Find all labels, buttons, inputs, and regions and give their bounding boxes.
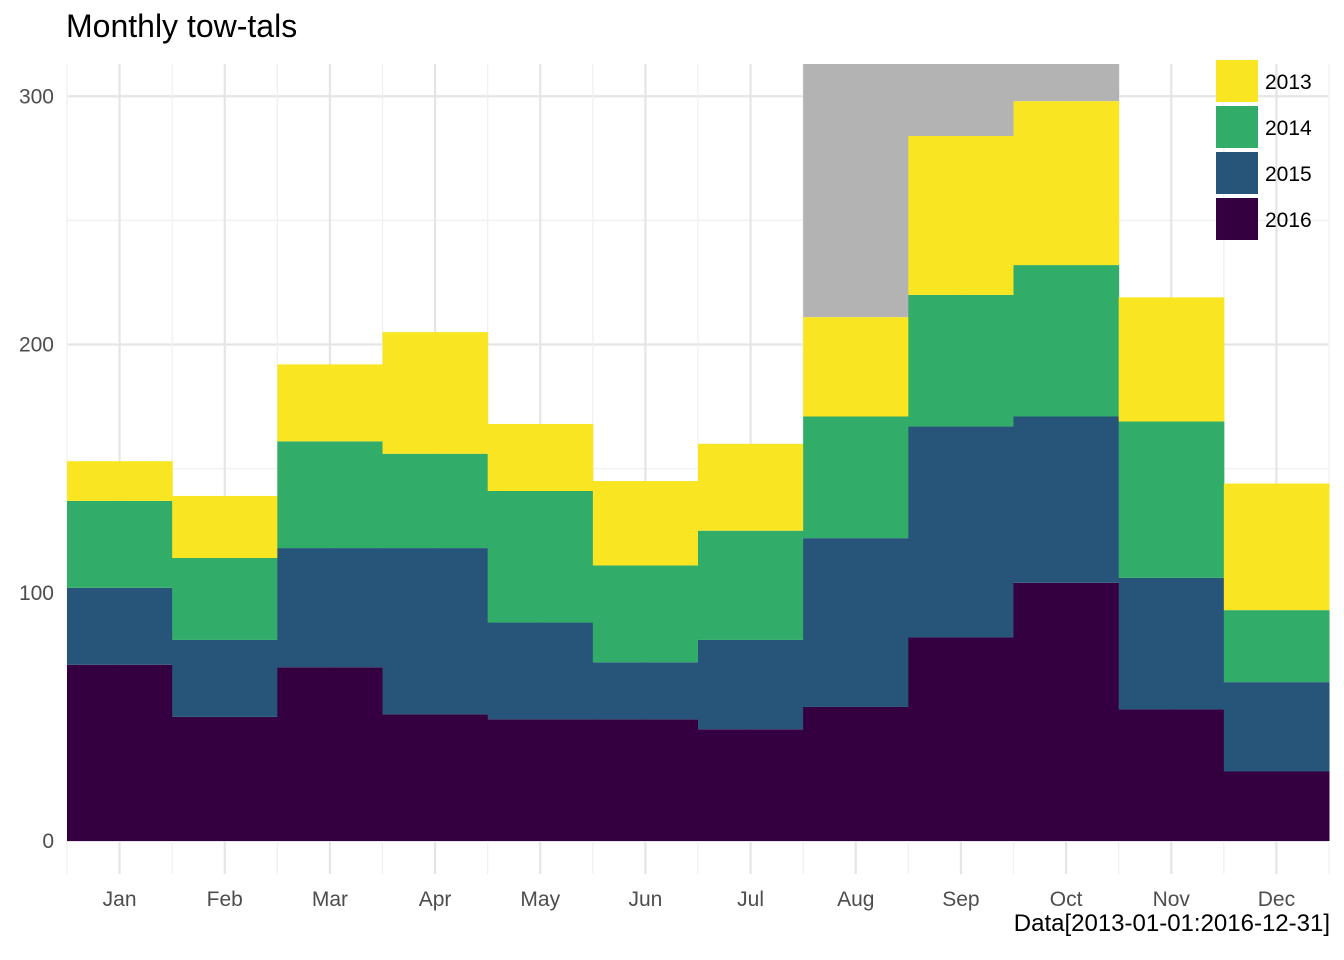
bar-nov-2014 — [1118, 421, 1225, 578]
bar-aug-2014 — [803, 416, 909, 539]
x-tick-label: Jul — [737, 888, 764, 911]
bar-feb-2013 — [172, 495, 278, 559]
bar-jan-2015 — [67, 587, 173, 665]
y-tick-label: 100 — [19, 582, 54, 605]
bar-may-2014 — [487, 490, 594, 623]
bar-sep-2016 — [908, 637, 1014, 841]
legend: 2013 2014 2015 2016 — [1216, 60, 1312, 240]
bar-jul-2013 — [698, 443, 804, 531]
x-tick-label: Jan — [103, 888, 137, 911]
bar-nov-2015 — [1118, 577, 1225, 710]
legend-swatch-2016 — [1216, 198, 1258, 240]
bar-dec-2013 — [1223, 483, 1330, 611]
bar-apr-2013 — [382, 332, 489, 454]
bar-dec-2016 — [1223, 771, 1330, 841]
y-tick-label: 0 — [42, 830, 54, 853]
x-tick-label: Dec — [1258, 888, 1295, 911]
shade-aug — [803, 64, 909, 318]
bar-jun-2013 — [592, 481, 699, 566]
shade-sep — [908, 64, 1014, 136]
x-tick-label: Mar — [312, 888, 348, 911]
bar-dec-2014 — [1223, 610, 1330, 683]
bar-sep-2014 — [908, 294, 1014, 427]
bar-jan-2014 — [67, 500, 173, 588]
bar-may-2015 — [487, 622, 594, 720]
x-tick-label: Jun — [628, 888, 662, 911]
bar-jul-2014 — [698, 530, 804, 640]
bars — [67, 101, 1330, 841]
bar-feb-2014 — [172, 558, 278, 640]
bar-may-2013 — [487, 423, 594, 491]
x-tick-label: Apr — [419, 888, 452, 911]
bar-mar-2014 — [277, 441, 383, 549]
bar-may-2016 — [487, 719, 594, 841]
chart-title: Monthly tow-tals — [66, 8, 298, 44]
x-tick-label: May — [520, 888, 560, 911]
bar-oct-2015 — [1013, 416, 1120, 583]
x-tick-label: Feb — [207, 888, 243, 911]
x-tick-label: Sep — [942, 888, 979, 911]
bar-nov-2013 — [1118, 297, 1225, 422]
bar-jul-2015 — [698, 639, 804, 730]
bar-jul-2016 — [698, 729, 804, 841]
bar-sep-2013 — [908, 135, 1014, 295]
bar-aug-2015 — [803, 538, 909, 707]
bar-aug-2016 — [803, 706, 909, 841]
bar-oct-2016 — [1013, 582, 1120, 841]
bar-aug-2013 — [803, 317, 909, 417]
chart-caption: Data[2013-01-01:2016-12-31] — [1013, 910, 1330, 937]
bar-mar-2016 — [277, 667, 383, 841]
legend-swatch-2015 — [1216, 152, 1258, 194]
y-tick-label: 300 — [19, 85, 54, 108]
bar-jan-2016 — [67, 664, 173, 841]
y-axis-ticks: 0 100 200 300 — [19, 85, 54, 853]
bar-apr-2014 — [382, 453, 489, 549]
bar-apr-2015 — [382, 548, 489, 715]
y-tick-label: 200 — [19, 334, 54, 357]
x-tick-label: Aug — [837, 888, 874, 911]
bar-jun-2015 — [592, 662, 699, 720]
bar-sep-2015 — [908, 426, 1014, 638]
bar-dec-2015 — [1223, 682, 1330, 772]
legend-label-2016: 2016 — [1265, 209, 1312, 232]
bar-jun-2014 — [592, 565, 699, 663]
bar-oct-2014 — [1013, 265, 1120, 417]
bar-mar-2013 — [277, 364, 383, 442]
shade-oct — [1013, 64, 1120, 102]
bar-feb-2016 — [172, 716, 278, 841]
bar-feb-2015 — [172, 639, 278, 717]
bar-apr-2016 — [382, 714, 489, 841]
x-tick-label: Oct — [1050, 888, 1083, 911]
x-tick-label: Nov — [1153, 888, 1191, 911]
legend-swatch-2014 — [1216, 106, 1258, 148]
legend-label-2013: 2013 — [1265, 71, 1312, 94]
legend-label-2014: 2014 — [1265, 117, 1312, 140]
bar-oct-2013 — [1013, 101, 1120, 266]
bar-nov-2016 — [1118, 709, 1225, 841]
legend-label-2015: 2015 — [1265, 163, 1312, 186]
x-axis-ticks: Jan Feb Mar Apr May Jun Jul Aug Sep Oct Nov Dec — [103, 888, 1295, 911]
bar-jan-2013 — [67, 461, 173, 501]
legend-swatch-2013 — [1216, 60, 1258, 102]
bar-jun-2016 — [592, 719, 699, 841]
bar-mar-2015 — [277, 548, 383, 668]
background-shading — [803, 64, 1120, 318]
